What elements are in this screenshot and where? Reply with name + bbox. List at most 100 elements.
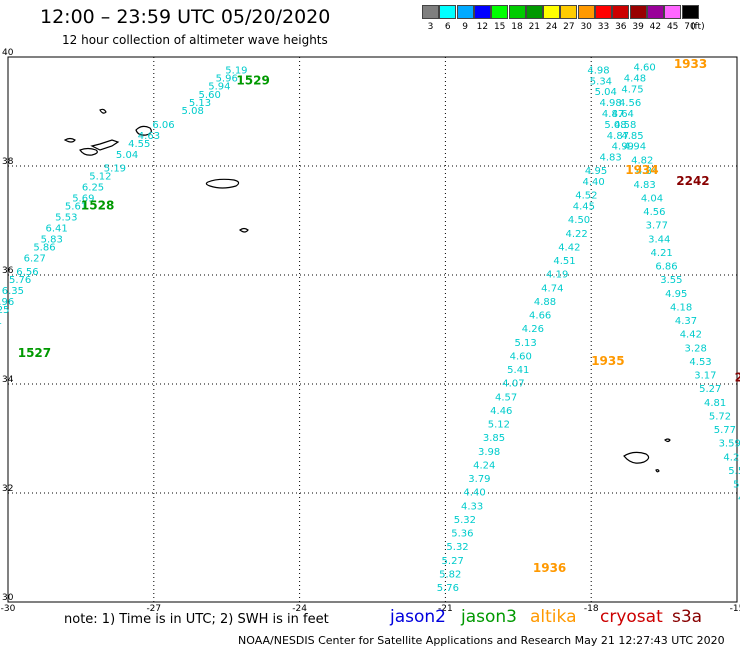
- swh-value: 4.37: [675, 316, 697, 327]
- lon-tick-label: -18: [584, 604, 599, 614]
- legend-swatch-39: [629, 5, 647, 19]
- swh-value: 6.06: [152, 120, 174, 131]
- pass-time-label: 1933: [674, 57, 707, 71]
- swh-value: 5.60: [199, 90, 221, 101]
- pass-time-label: 1935: [591, 354, 624, 368]
- swh-value: 3.98: [478, 447, 500, 458]
- swh-value: 4.85: [621, 131, 643, 142]
- legend-label: 3: [427, 22, 434, 32]
- island-saomiguel-icon: [205, 178, 240, 189]
- swh-value: 5.04: [116, 150, 138, 161]
- legend-label: 45: [666, 22, 679, 32]
- island-graciosa-icon: [99, 108, 107, 114]
- legend-swatch-70: [681, 5, 699, 19]
- swh-value: 3.44: [648, 234, 670, 245]
- swh-value: 4.95: [665, 289, 687, 300]
- satellite-jason3: jason3: [461, 607, 517, 627]
- island-sjorge-icon: [79, 147, 98, 156]
- pass-time-label: 1936: [533, 561, 566, 575]
- legend-swatch-18: [508, 5, 526, 19]
- swh-value: 4.79: [738, 493, 740, 504]
- pass-time-label: 2242: [676, 174, 709, 188]
- swh-value: 4.81: [704, 398, 726, 409]
- swh-value: 4.45: [573, 202, 595, 213]
- swh-value: 5.00: [733, 480, 740, 491]
- lat-tick-label: 38: [2, 157, 14, 167]
- swh-value: 5.76: [9, 275, 31, 286]
- legend-label: 9: [462, 22, 468, 32]
- swh-value: 5.19: [104, 163, 126, 174]
- swh-value: 3.59: [719, 439, 740, 450]
- swh-value: 6.27: [24, 253, 46, 264]
- swh-value: 4.98: [600, 98, 622, 109]
- satellite-altika: altika: [530, 607, 577, 627]
- swh-value: 4.53: [689, 357, 711, 368]
- swh-value: 4.57: [495, 392, 517, 403]
- lat-tick-label: 36: [2, 266, 14, 276]
- lat-tick-label: 40: [2, 48, 14, 58]
- swh-value: 5.86: [33, 242, 55, 253]
- swh-value: 4.66: [529, 311, 551, 322]
- swh-value: 4.98: [587, 65, 609, 76]
- swh-value: 5.53: [55, 213, 77, 224]
- swh-value: 4.25: [723, 452, 740, 463]
- swh-value: 3.85: [483, 433, 505, 444]
- swh-value: 4.56: [619, 98, 641, 109]
- swh-value: 3.17: [694, 371, 716, 382]
- pass-time-label: 1527: [18, 346, 51, 360]
- swh-value: 5.72: [709, 411, 731, 422]
- swh-value: 5.13: [189, 98, 211, 109]
- swh-value: 4.50: [568, 215, 590, 226]
- satellite-s3a: s3a: [672, 607, 703, 627]
- swh-value: 4.40: [463, 488, 485, 499]
- swh-value: 4.83: [634, 180, 656, 191]
- swh-value: 6.35: [2, 286, 24, 297]
- swh-value: 4.51: [553, 256, 575, 267]
- lon-tick-label: -27: [146, 604, 161, 614]
- legend-swatch-27: [560, 5, 578, 19]
- legend-label: 42: [649, 22, 662, 32]
- swh-value: 5.27: [442, 556, 464, 567]
- swh-value: 4.48: [624, 74, 646, 85]
- legend-label: 30: [580, 22, 592, 32]
- map-title: 12:00 – 23:59 UTC 05/20/2020: [40, 6, 331, 28]
- legend-label: 21: [528, 22, 541, 32]
- lat-tick-label: 30: [2, 593, 14, 603]
- swh-value: 4.83: [600, 153, 622, 164]
- island-faial-icon: [63, 137, 76, 143]
- swh-value: 4.60: [510, 351, 532, 362]
- legend-label: 33: [597, 22, 610, 32]
- lon-tick-label: -30: [1, 604, 16, 614]
- pass-time-label: 1934: [625, 163, 658, 177]
- swh-value: 5.76: [437, 583, 459, 594]
- swh-value: 4.07: [502, 379, 524, 390]
- legend-swatch-9: [456, 5, 474, 19]
- swh-value: 5.77: [714, 425, 736, 436]
- legend-label: 24: [545, 22, 558, 32]
- swh-value: 5.83: [41, 234, 63, 245]
- map-subtitle: 12 hour collection of altimeter wave hei…: [62, 33, 328, 47]
- swh-value: 5.08: [604, 120, 626, 131]
- swh-value: 5.96: [0, 297, 14, 308]
- swh-value: 4.46: [490, 406, 512, 417]
- island-pico-icon: [90, 139, 120, 151]
- island-desertas-icon: [655, 469, 660, 473]
- lon-tick-label: -24: [292, 604, 307, 614]
- swh-value: 5.13: [514, 338, 536, 349]
- swh-value: 4.56: [643, 207, 665, 218]
- island-madeira-icon: [623, 451, 650, 464]
- swh-value: 4.21: [651, 248, 673, 259]
- swh-value: 4.60: [634, 63, 656, 74]
- legend-swatch-36: [612, 5, 630, 19]
- swh-value: 4.84: [636, 166, 658, 177]
- swh-value: 4.26: [522, 324, 544, 335]
- footer-note: note: 1) Time is in UTC; 2) SWH is in fe…: [64, 612, 329, 627]
- swh-value: 5.32: [454, 515, 476, 526]
- legend-swatch-6: [439, 5, 457, 19]
- lat-tick-label: 34: [2, 375, 14, 385]
- swh-value: 6.41: [45, 223, 67, 234]
- swh-value: 4.63: [138, 131, 160, 142]
- swh-value: 5.34: [590, 76, 612, 87]
- satellite-cryosat: cryosat: [600, 607, 663, 627]
- swh-value: 4.04: [641, 193, 663, 204]
